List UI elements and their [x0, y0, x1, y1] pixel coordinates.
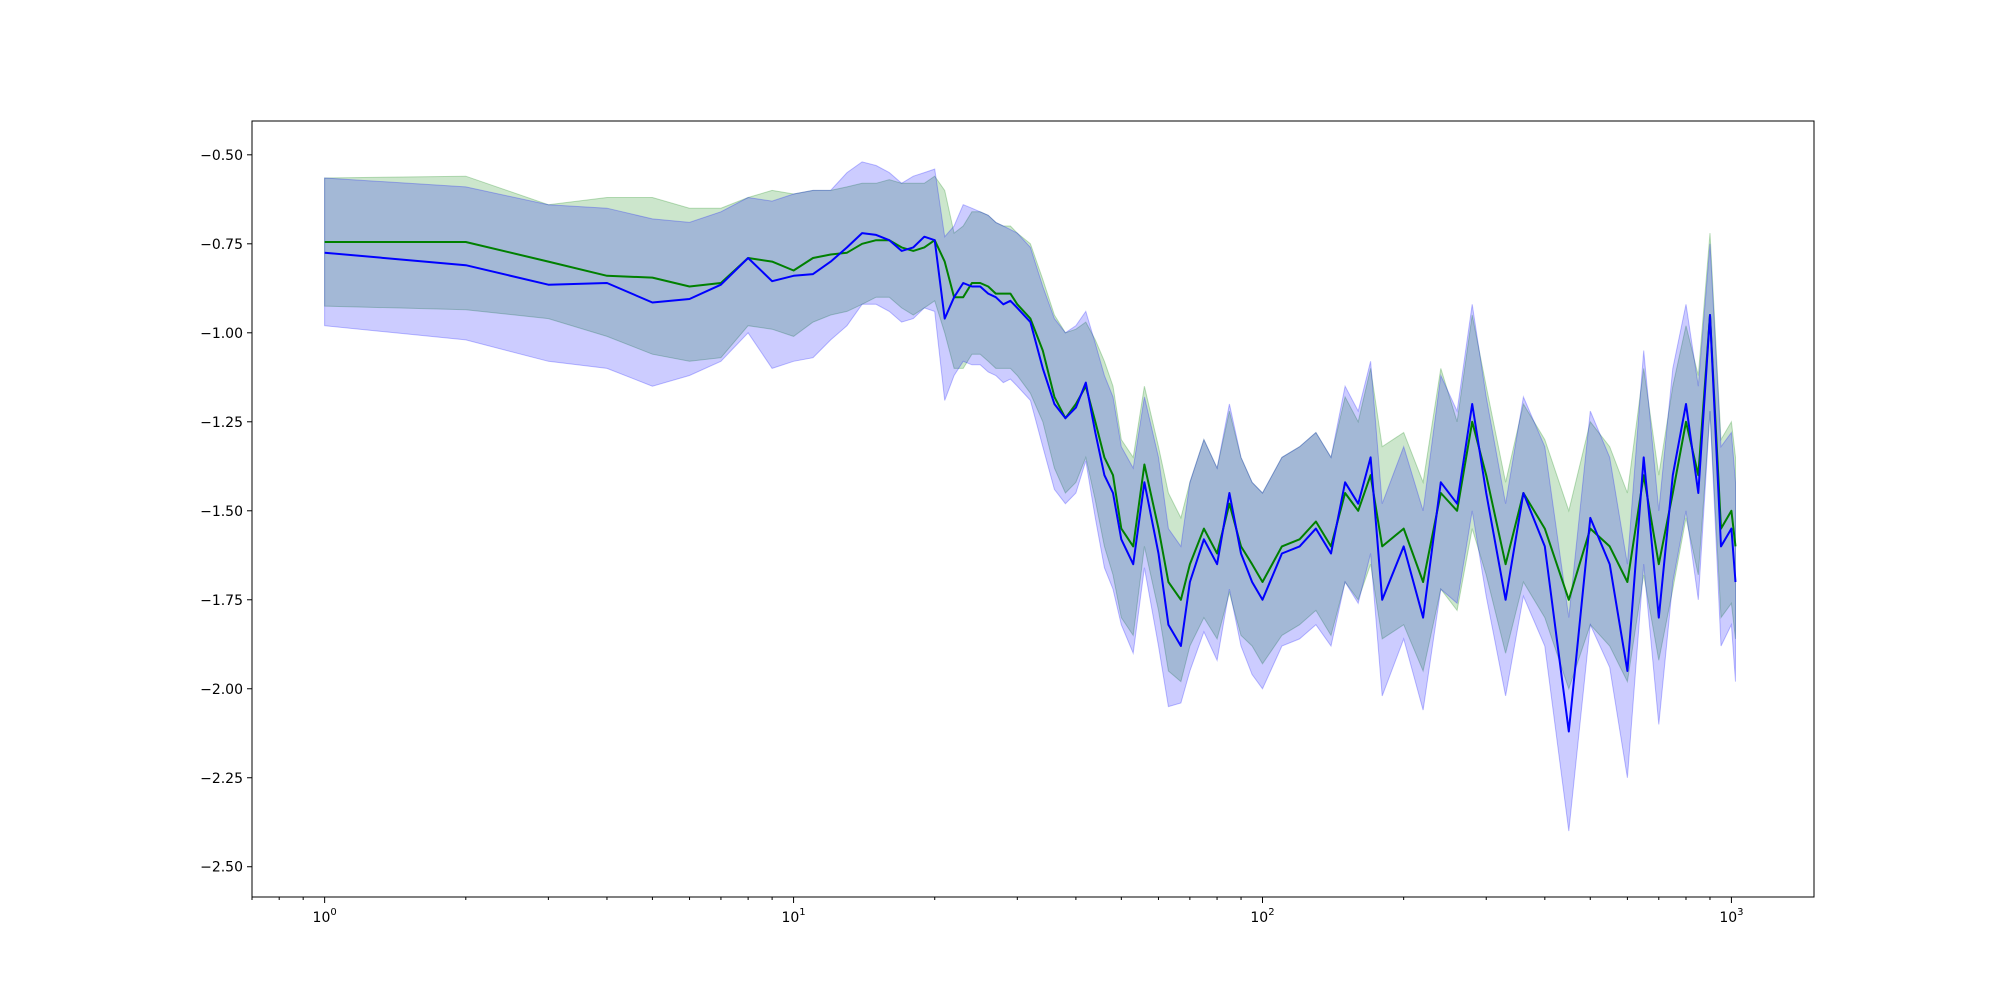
confidence-band-green: [324, 175, 1736, 691]
y-tick-label: −0.50: [200, 148, 243, 164]
x-tick-label: 100: [313, 907, 337, 926]
y-tick-label: −0.75: [200, 237, 243, 253]
y-tick-label: −2.25: [200, 771, 243, 787]
x-axis: 100 101 102 103: [251, 897, 1744, 926]
plot-frame: [251, 120, 1815, 898]
y-tick-label: −2.00: [200, 682, 243, 698]
x-tick-label: 101: [781, 907, 805, 926]
x-tick-label: 102: [1250, 907, 1274, 926]
x-tick-label: 103: [1719, 907, 1743, 926]
y-tick-label: −1.25: [200, 415, 243, 431]
y-tick-label: −1.75: [200, 593, 243, 609]
series-line-green: [324, 239, 1737, 601]
y-tick-label: −1.50: [200, 504, 243, 520]
confidence-band-blue: [324, 161, 1736, 832]
plot-area: [324, 161, 1737, 832]
y-tick-label: −1.00: [200, 326, 243, 342]
series-line-blue: [324, 232, 1737, 733]
y-axis: −0.50 −0.75 −1.00 −1.25 −1.50 −1.75 −2.00 −2.25…: [200, 148, 252, 876]
y-tick-label: −2.50: [200, 860, 243, 876]
